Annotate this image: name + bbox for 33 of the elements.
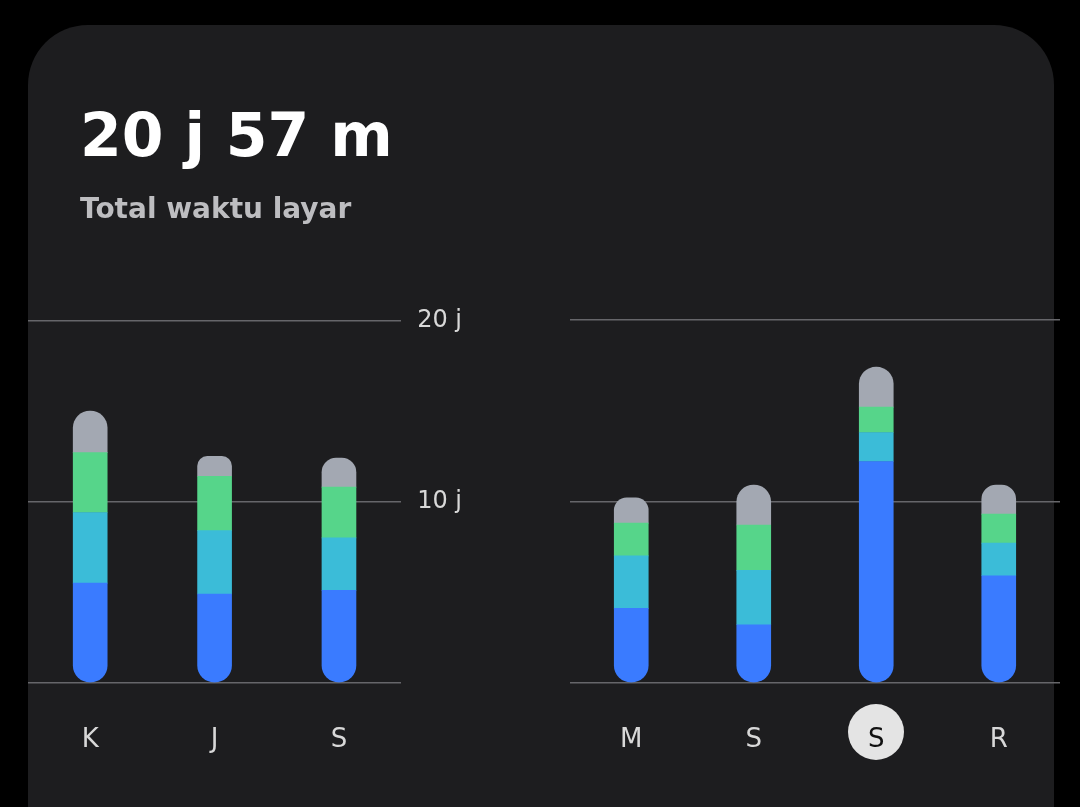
bar bbox=[321, 486, 357, 539]
chart-title: 20 j 57 m bbox=[80, 100, 393, 170]
y-tick-label: 20 j bbox=[417, 304, 463, 333]
x-tick-label: R bbox=[989, 723, 1008, 754]
x-tick-label: M bbox=[620, 723, 643, 754]
bar bbox=[736, 624, 772, 683]
bar bbox=[321, 537, 357, 591]
bar bbox=[72, 452, 108, 513]
bar bbox=[613, 522, 649, 557]
bar bbox=[197, 475, 232, 531]
x-tick-label: J bbox=[208, 723, 219, 754]
bar bbox=[613, 555, 649, 609]
bar bbox=[72, 582, 108, 683]
bar bbox=[981, 542, 1017, 577]
chart-subtitle: Total waktu layar bbox=[80, 192, 352, 225]
bar bbox=[321, 590, 357, 683]
bar bbox=[858, 432, 894, 462]
bar bbox=[981, 575, 1017, 683]
bar bbox=[72, 512, 108, 584]
bar bbox=[736, 570, 772, 626]
bar bbox=[613, 608, 649, 683]
bar bbox=[197, 455, 232, 477]
x-tick-label: S bbox=[745, 723, 763, 754]
bar bbox=[197, 530, 232, 595]
bar bbox=[858, 406, 894, 433]
bar bbox=[736, 524, 772, 571]
x-tick-label: K bbox=[81, 723, 100, 754]
bar bbox=[197, 593, 232, 683]
y-tick-label: 10 j bbox=[417, 485, 463, 514]
bar bbox=[858, 461, 894, 683]
x-tick-label: S bbox=[867, 723, 885, 754]
x-tick-label: S bbox=[330, 723, 348, 754]
bar bbox=[981, 513, 1017, 544]
